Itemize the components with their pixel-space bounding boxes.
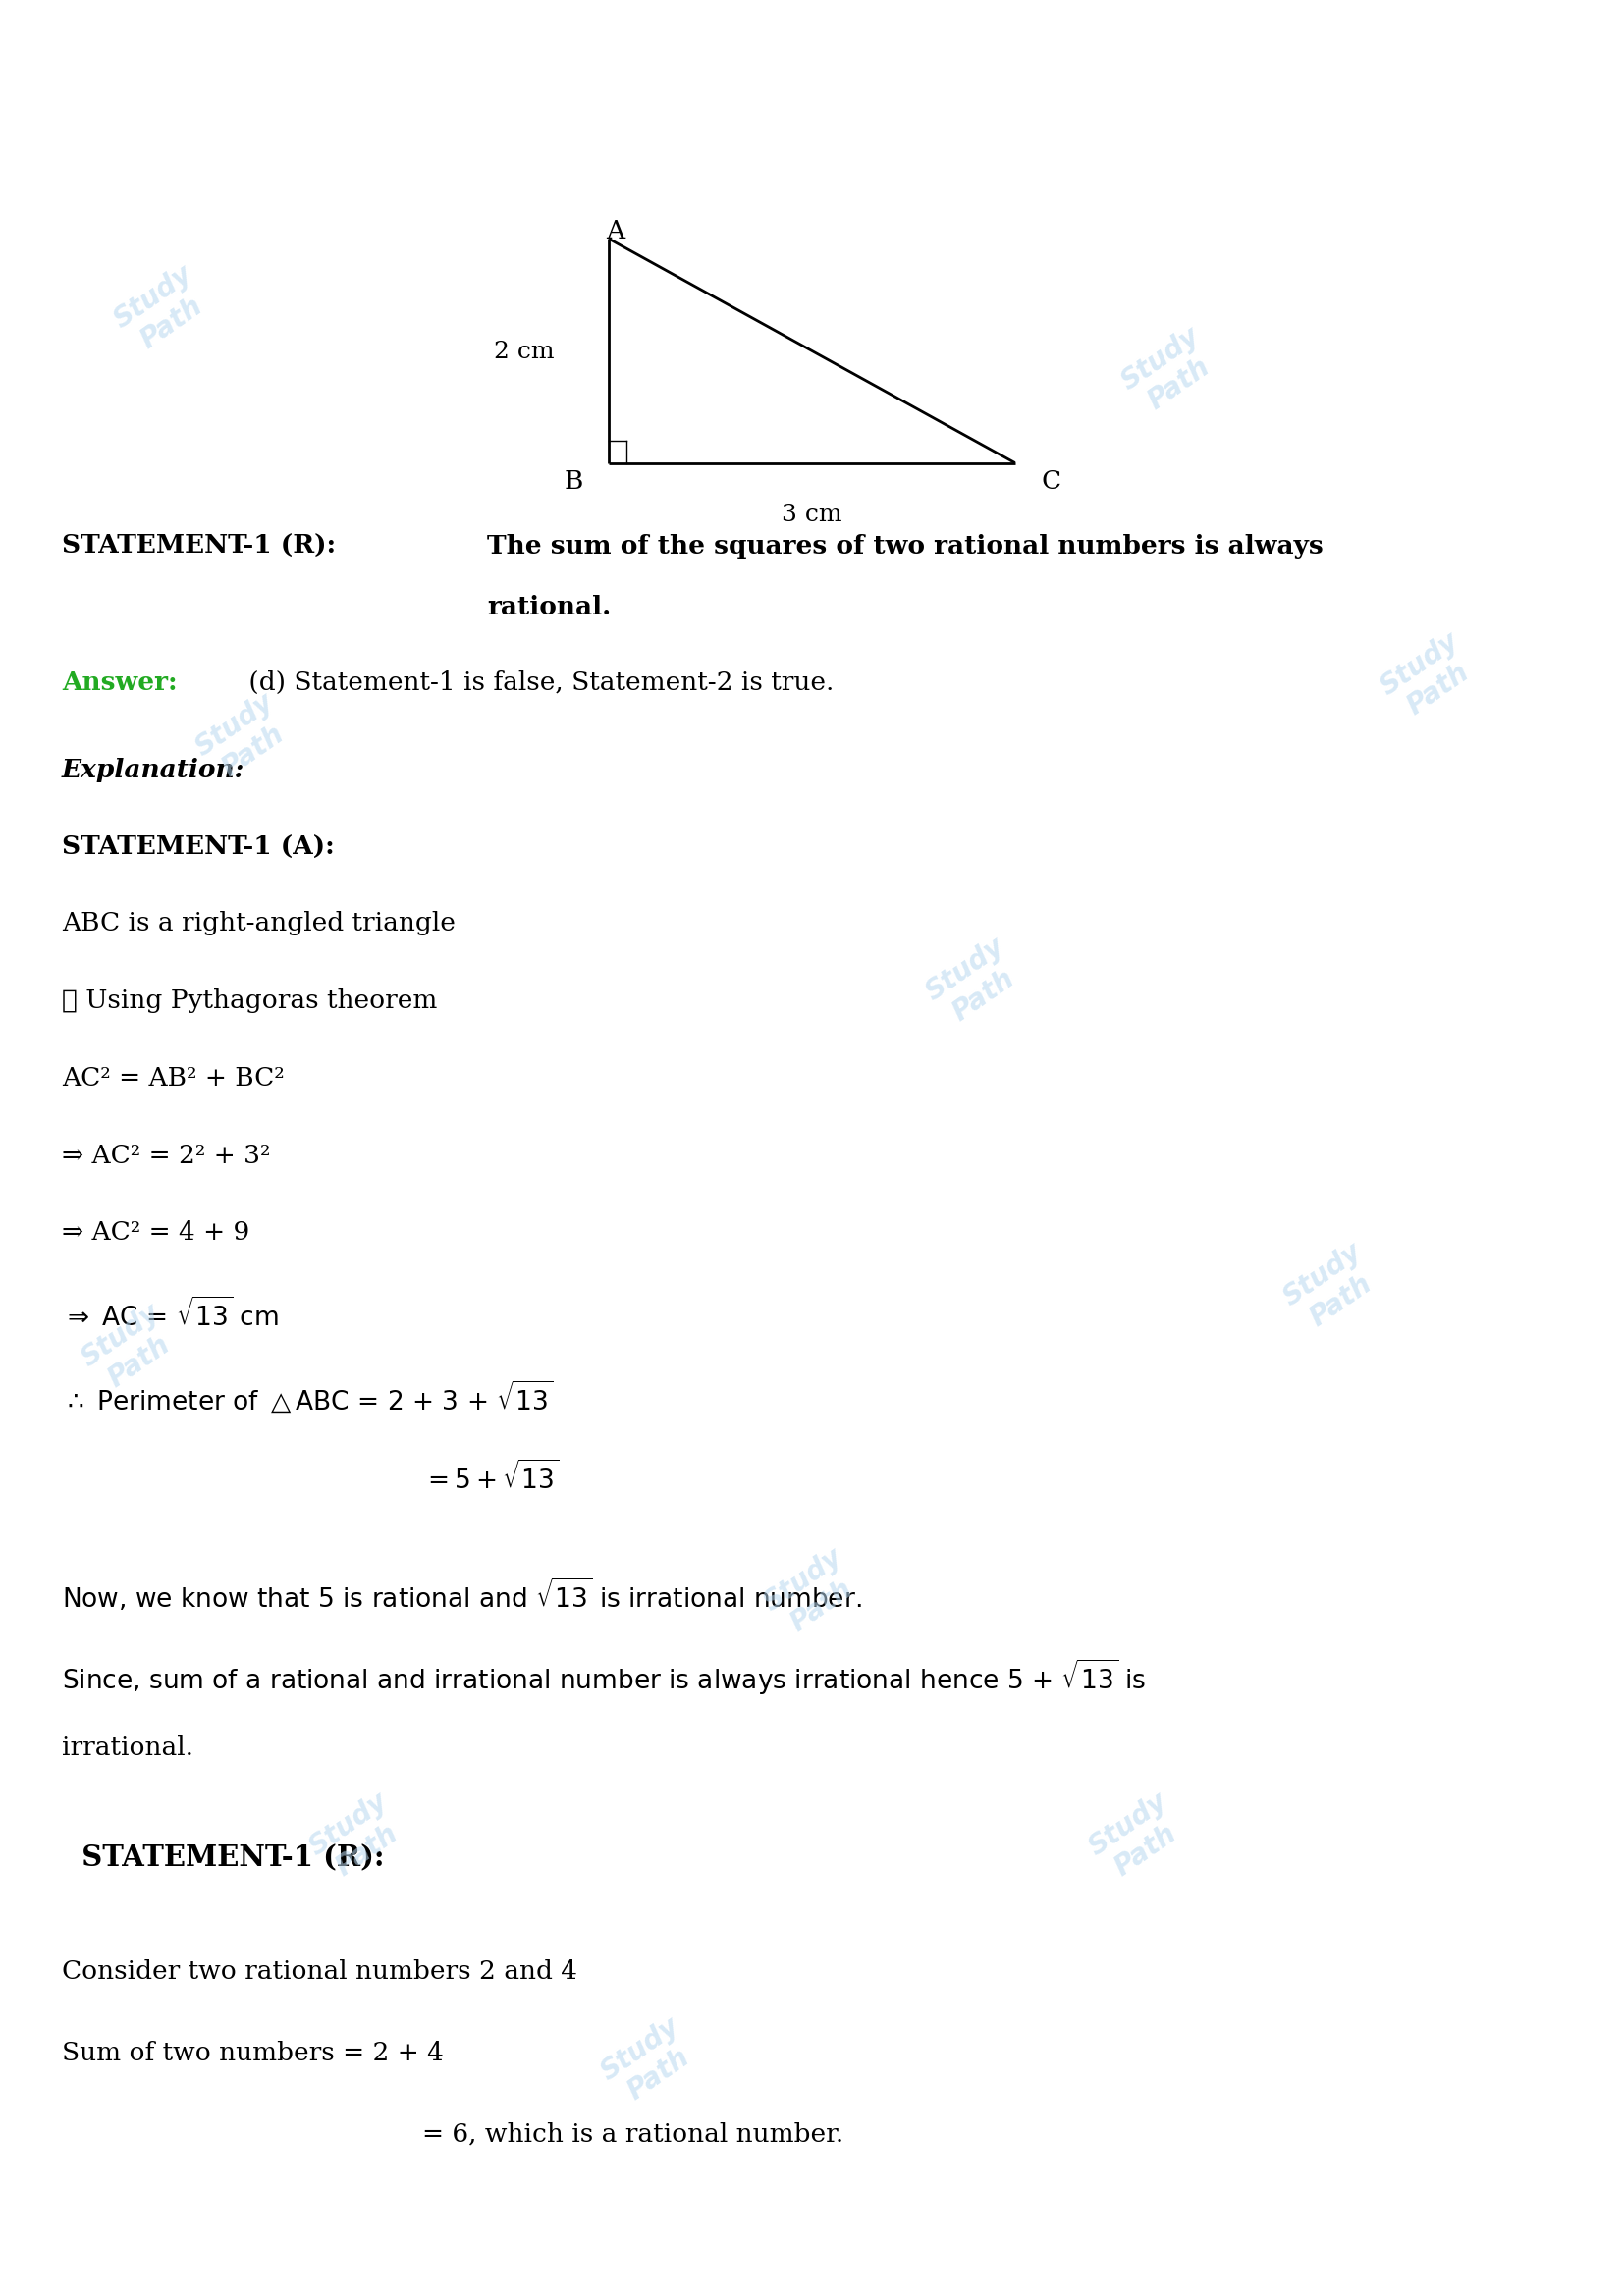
Text: ⇒ AC² = 4 + 9: ⇒ AC² = 4 + 9	[62, 1221, 250, 1244]
Text: STATEMENT-1 (R):: STATEMENT-1 (R):	[62, 535, 336, 558]
Text: Since, sum of a rational and irrational number is always irrational hence 5 + $\: Since, sum of a rational and irrational …	[62, 1658, 1147, 1697]
Text: AC² = AB² + BC²: AC² = AB² + BC²	[62, 1065, 284, 1091]
Text: 2 cm: 2 cm	[494, 340, 555, 363]
Text: = 6, which is a rational number.: = 6, which is a rational number.	[422, 2122, 844, 2147]
Text: C: C	[1041, 468, 1060, 494]
Text: Study Path: Study Path	[78, 122, 188, 140]
Text: Study
Path: Study Path	[304, 1789, 411, 1887]
Text: Page 35 of 35: Page 35 of 35	[708, 2234, 916, 2266]
Text: ∴ Using Pythagoras theorem: ∴ Using Pythagoras theorem	[62, 987, 437, 1013]
Text: Consider two rational numbers 2 and 4: Consider two rational numbers 2 and 4	[62, 1958, 577, 1984]
Text: (d) Statement-1 is false, Statement-2 is true.: (d) Statement-1 is false, Statement-2 is…	[240, 670, 833, 696]
Text: STATEMENT-1 (A):: STATEMENT-1 (A):	[62, 836, 335, 861]
Text: $\therefore$ Perimeter of $\triangle$ABC = 2 + 3 + $\sqrt{13}$: $\therefore$ Perimeter of $\triangle$ABC…	[62, 1380, 554, 1414]
Text: Answer:: Answer:	[62, 670, 177, 696]
Text: Study
Path: Study Path	[190, 689, 297, 788]
Text: Study
Path: Study Path	[1083, 1789, 1190, 1887]
Text: 3 cm: 3 cm	[781, 503, 843, 526]
Text: Class - 10: Class - 10	[812, 14, 974, 46]
Text: The sum of the squares of two rational numbers is always: The sum of the squares of two rational n…	[487, 535, 1324, 558]
Text: irrational.: irrational.	[62, 1736, 193, 1759]
Text: B: B	[564, 468, 583, 494]
Text: Study
Path: Study Path	[76, 1300, 184, 1398]
Text: Explanation:: Explanation:	[62, 758, 245, 783]
Text: Study
Path: Study Path	[596, 2011, 703, 2112]
Text: ⇒ AC² = 2² + 3²: ⇒ AC² = 2² + 3²	[62, 1143, 270, 1169]
Text: Study
Path: Study Path	[758, 1543, 866, 1644]
Text: $\Rightarrow$ AC = $\sqrt{13}$ cm: $\Rightarrow$ AC = $\sqrt{13}$ cm	[62, 1297, 278, 1332]
Text: Now, we know that 5 is rational and $\sqrt{13}$ is irrational number.: Now, we know that 5 is rational and $\sq…	[62, 1577, 862, 1614]
Text: A: A	[606, 218, 625, 243]
Text: Chapter 1: Real Numbers: Chapter 1: Real Numbers	[680, 122, 1106, 154]
Text: Study
Path: Study Path	[1376, 627, 1483, 726]
Text: rational.: rational.	[487, 595, 611, 620]
Text: ABC is a right-angled triangle: ABC is a right-angled triangle	[62, 912, 455, 934]
Text: STATEMENT-1 (R):: STATEMENT-1 (R):	[62, 1844, 385, 1871]
Text: $= 5 + \sqrt{13}$: $= 5 + \sqrt{13}$	[422, 1460, 560, 1495]
Text: Study
Path: Study Path	[921, 932, 1028, 1033]
Text: Sum of two numbers = 2 + 4: Sum of two numbers = 2 + 4	[62, 2041, 443, 2066]
Text: Study
Path: Study Path	[1278, 1238, 1385, 1339]
Text: Study
Path: Study Path	[1116, 321, 1223, 420]
Text: Maths – RD Sharma Solutions: Maths – RD Sharma Solutions	[604, 67, 1182, 101]
Text: Study
Path: Study Path	[109, 259, 216, 360]
